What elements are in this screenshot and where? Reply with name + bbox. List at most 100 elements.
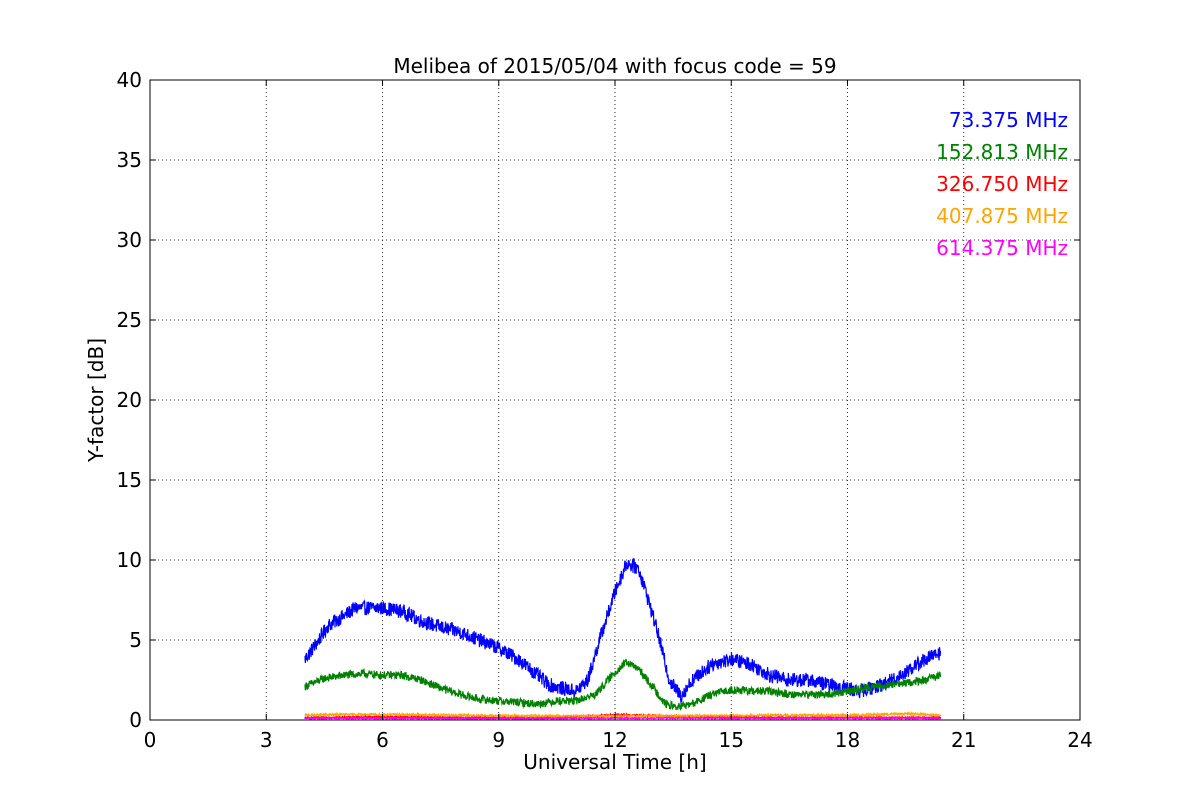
data-point <box>769 717 771 719</box>
data-point <box>343 674 345 676</box>
data-point <box>885 684 887 686</box>
data-point <box>354 607 356 609</box>
x-tick-label: 0 <box>144 728 157 752</box>
ticks-layer: 0 3 6 9 12 15 18 21 24 0 5 10 15 20 25 30 35 40 <box>117 68 1093 752</box>
data-point <box>711 663 713 665</box>
data-point <box>939 714 942 716</box>
data-point <box>691 717 694 719</box>
data-point <box>676 706 678 708</box>
data-point <box>769 674 771 676</box>
y-tick-label: 40 <box>117 68 142 92</box>
data-point <box>440 626 442 628</box>
data-point <box>556 700 558 702</box>
data-point <box>401 674 403 676</box>
y-tick-label: 20 <box>117 388 142 412</box>
data-point <box>459 693 461 696</box>
data-point <box>885 713 887 716</box>
data-point <box>598 639 601 641</box>
data-point <box>769 714 771 716</box>
data-point <box>548 684 550 686</box>
x-tick-label: 15 <box>719 728 744 752</box>
data-point <box>536 674 539 676</box>
data-point <box>905 671 907 673</box>
data-point <box>343 615 345 617</box>
data-point <box>587 679 589 681</box>
data-point <box>808 693 810 696</box>
data-point <box>626 562 628 564</box>
data-point <box>362 673 364 675</box>
data-point <box>846 690 849 692</box>
x-axis-title: Universal Time [h] <box>523 750 706 774</box>
data-point <box>343 713 345 716</box>
data-point <box>924 713 926 716</box>
data-point <box>680 695 682 697</box>
data-point <box>645 591 647 593</box>
data-point <box>730 658 732 660</box>
data-point <box>730 689 732 691</box>
data-point <box>626 661 628 664</box>
y-tick-label: 35 <box>117 148 142 172</box>
data-point <box>478 698 480 700</box>
chart-title: Melibea of 2015/05/04 with focus code = … <box>393 54 836 78</box>
data-point <box>827 693 829 696</box>
data-point <box>769 690 771 692</box>
y-axis-title: Y-factor [dB] <box>84 338 108 463</box>
data-point <box>827 684 829 686</box>
data-point <box>304 685 306 688</box>
x-tick-label: 3 <box>260 728 273 752</box>
x-tick-label: 6 <box>376 728 389 752</box>
legend: 73.375 MHz 152.813 MHz 326.750 MHz 407.875 … <box>936 108 1068 260</box>
data-point <box>750 663 752 665</box>
data-point <box>366 607 368 609</box>
data-point <box>478 639 480 641</box>
y-tick-label: 10 <box>117 548 142 572</box>
x-tick-label: 24 <box>1067 728 1092 752</box>
data-point <box>711 693 713 696</box>
data-point <box>939 652 942 654</box>
data-point <box>657 631 659 633</box>
data-point <box>459 631 461 633</box>
data-point <box>381 674 384 676</box>
legend-entry: 407.875 MHz <box>936 204 1068 228</box>
y-tick-label: 5 <box>129 628 142 652</box>
x-tick-label: 21 <box>951 728 976 752</box>
legend-entry: 326.750 MHz <box>936 172 1068 196</box>
legend-entry: 152.813 MHz <box>936 140 1068 164</box>
data-point <box>381 607 384 609</box>
x-tick-label: 9 <box>492 728 505 752</box>
series-line <box>304 658 942 711</box>
y-tick-label: 15 <box>117 468 142 492</box>
y-tick-label: 0 <box>129 708 142 732</box>
data-point <box>560 687 562 689</box>
data-point <box>788 679 790 681</box>
legend-entry: 73.375 MHz <box>949 108 1068 132</box>
legend-entry: 614.375 MHz <box>936 236 1068 260</box>
data-point <box>691 679 694 681</box>
data-point <box>637 567 639 569</box>
data-point <box>304 714 306 716</box>
data-point <box>924 658 926 660</box>
series-line <box>304 710 941 720</box>
data-point <box>614 591 616 593</box>
data-point <box>536 703 539 705</box>
data-point <box>905 682 907 684</box>
data-point <box>808 679 810 681</box>
data-point <box>939 717 942 720</box>
y-tick-label: 25 <box>117 308 142 332</box>
data-point <box>750 690 752 692</box>
data-point <box>788 693 790 696</box>
data-point <box>866 687 868 689</box>
data-point <box>653 687 655 689</box>
x-tick-label: 12 <box>602 728 627 752</box>
data-point <box>304 658 306 660</box>
data-point <box>637 668 639 670</box>
data-point <box>924 717 926 719</box>
series-line <box>304 715 942 721</box>
data-point <box>517 701 519 704</box>
series-2 <box>304 658 942 711</box>
data-point <box>924 679 926 681</box>
data-point <box>536 715 539 717</box>
data-point <box>664 703 666 705</box>
data-point <box>668 679 670 681</box>
